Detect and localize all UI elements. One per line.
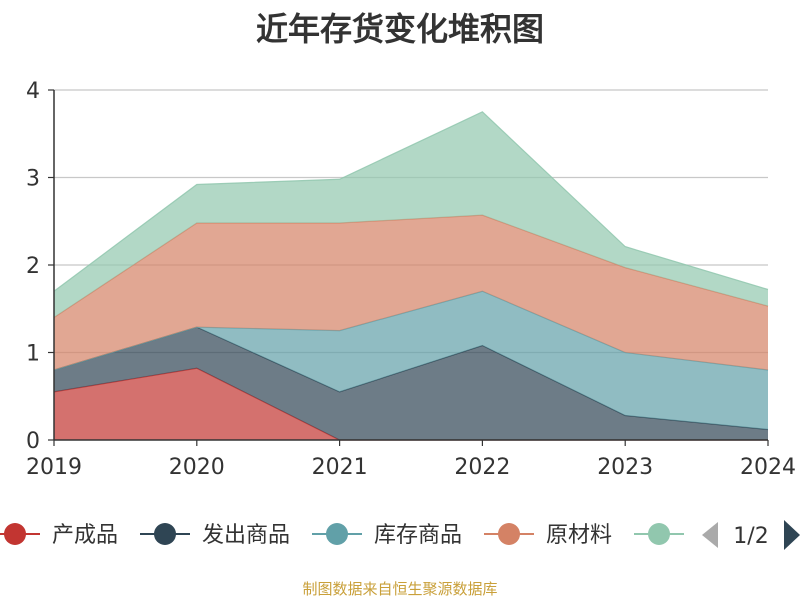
legend-label-4[interactable]: 原材料	[546, 523, 612, 548]
x-tick-label: 2024	[740, 455, 796, 480]
x-tick-label: 2022	[454, 455, 510, 480]
area-series-3[interactable]	[54, 291, 768, 430]
legend-label-3[interactable]: 库存商品	[374, 523, 462, 548]
source-footnote: 制图数据来自恒生聚源数据库	[302, 580, 498, 598]
series-line-5	[53, 111, 769, 292]
x-tick-label: 2021	[312, 455, 368, 480]
y-tick-label: 3	[26, 167, 40, 192]
y-tick-label: 4	[26, 79, 40, 104]
legend-page-indicator: 1/2	[733, 524, 768, 549]
legend-label-1[interactable]: 产成品	[52, 523, 118, 548]
legend-marker-4[interactable]	[498, 523, 520, 545]
y-tick-label: 1	[26, 342, 40, 367]
area-series-4[interactable]	[54, 215, 768, 370]
legend-marker-1[interactable]	[4, 523, 26, 545]
legend-label-2[interactable]: 发出商品	[202, 523, 290, 548]
x-tick-label: 2019	[26, 455, 82, 480]
area-series-2[interactable]	[54, 327, 768, 440]
y-tick-label: 0	[26, 429, 40, 454]
legend-prev-page-icon[interactable]	[702, 522, 718, 548]
legend-marker-3[interactable]	[326, 523, 348, 545]
area-series-5[interactable]	[54, 111, 768, 318]
chart-title: 近年存货变化堆积图	[255, 10, 544, 48]
legend-marker-5[interactable]	[648, 523, 670, 545]
y-tick-label: 2	[26, 254, 40, 279]
x-tick-label: 2023	[597, 455, 653, 480]
legend-marker-2[interactable]	[154, 523, 176, 545]
x-tick-label: 2020	[169, 455, 225, 480]
legend-next-page-icon[interactable]	[784, 520, 800, 550]
